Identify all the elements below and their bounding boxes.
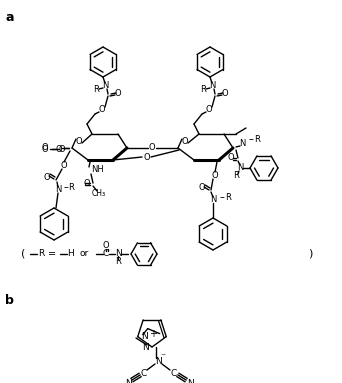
Text: (: ( [21, 249, 25, 259]
Text: R: R [38, 249, 44, 259]
Text: O: O [42, 144, 48, 154]
Text: R: R [233, 172, 239, 180]
Text: O: O [222, 88, 228, 98]
Text: N: N [210, 195, 216, 205]
Text: N: N [239, 139, 245, 147]
Text: a: a [5, 11, 13, 24]
Text: O: O [76, 136, 82, 146]
Text: O: O [84, 180, 90, 188]
Text: ⁻: ⁻ [160, 352, 166, 362]
Text: O: O [99, 105, 105, 115]
Text: R: R [225, 193, 231, 201]
Text: O: O [212, 172, 218, 180]
Text: –: – [249, 134, 253, 144]
Text: O: O [103, 242, 109, 250]
Text: O: O [61, 162, 67, 170]
Text: H: H [68, 249, 74, 259]
Text: R: R [254, 134, 260, 144]
Text: –: – [220, 192, 224, 202]
Text: N: N [187, 378, 193, 383]
Text: C: C [171, 368, 177, 378]
Text: N: N [115, 249, 121, 259]
Text: O: O [59, 144, 65, 154]
Text: O: O [56, 144, 62, 154]
Text: N: N [237, 164, 243, 172]
Text: –: – [64, 182, 68, 192]
Text: C: C [103, 249, 109, 259]
Text: O: O [144, 152, 150, 162]
Text: +: + [149, 329, 157, 339]
Text: N: N [155, 357, 161, 367]
Text: N: N [209, 82, 215, 90]
Text: R: R [93, 85, 99, 93]
Text: O: O [182, 136, 188, 146]
Text: O: O [41, 142, 48, 152]
Text: N: N [124, 378, 131, 383]
Text: N: N [141, 332, 147, 341]
Text: NH: NH [91, 165, 104, 175]
Text: R: R [115, 257, 121, 267]
Text: O: O [206, 105, 212, 115]
Text: O: O [228, 154, 234, 162]
Text: CH₃: CH₃ [92, 188, 106, 198]
Text: b: b [5, 294, 14, 307]
Text: or: or [79, 249, 89, 259]
Text: O: O [199, 183, 205, 193]
Text: O: O [44, 172, 50, 182]
Text: =: = [48, 249, 56, 259]
Text: O: O [115, 88, 121, 98]
Text: ): ) [308, 249, 312, 259]
Text: N: N [55, 185, 61, 195]
Text: C: C [141, 368, 147, 378]
Text: R: R [68, 183, 74, 192]
Text: R: R [200, 85, 206, 93]
Text: N: N [142, 342, 149, 352]
Text: N: N [102, 82, 108, 90]
Text: O: O [149, 144, 155, 152]
